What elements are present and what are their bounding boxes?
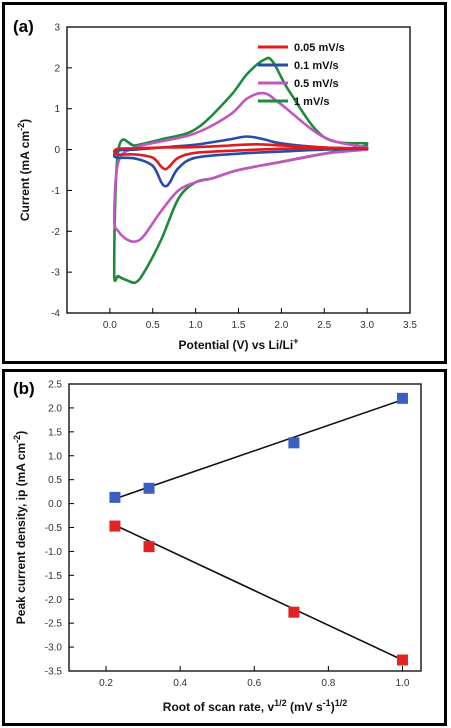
series-line xyxy=(112,143,369,171)
x-axis-title: Potential (V) vs Li/Li+ xyxy=(179,336,299,352)
x-tick-label: 1.0 xyxy=(396,678,410,689)
y-tick-label: 1.5 xyxy=(48,427,62,438)
x-tick-label: 0.2 xyxy=(99,678,113,689)
y-tick-label: -3.5 xyxy=(45,667,63,678)
y-tick-label: 0.0 xyxy=(48,499,62,510)
y-tick-label: -1.5 xyxy=(45,571,63,582)
y-tick-label: -2.0 xyxy=(45,595,63,606)
data-point xyxy=(109,520,121,532)
y-tick-label: -3 xyxy=(51,268,60,279)
series-line xyxy=(112,135,369,188)
y-tick-label: 1 xyxy=(54,104,60,115)
y-tick-label: 0 xyxy=(54,145,60,156)
panel-label: (a) xyxy=(13,17,34,36)
y-tick-label: 2.5 xyxy=(48,380,62,391)
cv-chart: (a) 0.0 0.5 1.0 1.5 2.0 2.5 3.0 3.5 -4 -3 -2 -1 0 1 2 3 P… xyxy=(13,17,417,352)
y-tick-label: -1 xyxy=(51,186,60,197)
y-tick-label: -3.0 xyxy=(45,643,63,654)
x-tick-label: 0.5 xyxy=(146,320,160,331)
legend-label: 0.05 mV/s xyxy=(294,42,345,54)
x-axis-title: Root of scan rate, v1/2 (mV s-1)1/2 xyxy=(163,698,347,714)
legend-label: 0.1 mV/s xyxy=(294,60,339,72)
x-tick-label: 2.5 xyxy=(317,320,331,331)
x-tick-label: 0.4 xyxy=(173,678,187,689)
y-tick-label: -1.0 xyxy=(45,547,63,558)
data-point xyxy=(288,606,300,618)
series-line xyxy=(112,91,369,244)
x-tick-label: 2.0 xyxy=(274,320,288,331)
data-point xyxy=(396,392,408,404)
data-point xyxy=(143,482,155,494)
legend-label: 0.5 mV/s xyxy=(294,78,339,90)
y-tick-label: -2 xyxy=(51,227,60,238)
data-point xyxy=(396,654,408,666)
y-tick-label: -0.5 xyxy=(45,523,63,534)
fit-line xyxy=(114,524,403,661)
data-point xyxy=(288,437,300,449)
x-tick-label: 0.0 xyxy=(103,320,117,331)
x-tick-label: 0.8 xyxy=(321,678,335,689)
legend-label: 1 mV/s xyxy=(294,96,329,108)
fit-line xyxy=(114,399,403,500)
panel-b: (b) 0.2 0.4 0.6 0.8 1.0 -3.5 -3.0 -2.5 -2.0 -1.5 -1… xyxy=(2,369,447,726)
y-tick-label: -4 xyxy=(51,309,60,320)
panel-label: (b) xyxy=(13,379,35,398)
x-tick-label: 3.5 xyxy=(403,320,417,331)
data-point xyxy=(143,541,155,553)
y-axis-title: Peak current density, ip (mA cm-2) xyxy=(12,431,28,624)
peak-current-chart: (b) 0.2 0.4 0.6 0.8 1.0 -3.5 -3.0 -2.5 -2.0 -1.5 -1… xyxy=(12,379,422,714)
y-tick-label: 0.5 xyxy=(48,475,62,486)
y-tick-label: 1.0 xyxy=(48,451,62,462)
y-tick-label: 2.0 xyxy=(48,403,62,414)
y-tick-label: -2.5 xyxy=(45,619,63,630)
y-tick-label: 3 xyxy=(54,23,60,34)
data-point xyxy=(109,491,121,503)
x-tick-label: 3.0 xyxy=(360,320,374,331)
x-tick-label: 0.6 xyxy=(247,678,261,689)
y-axis-title: Current (mA cm-2) xyxy=(16,119,32,221)
x-tick-label: 1.5 xyxy=(232,320,246,331)
x-tick-label: 1.0 xyxy=(189,320,203,331)
panel-a: (a) 0.0 0.5 1.0 1.5 2.0 2.5 3.0 3.5 -4 -3 -2 -1 0 1 2 3 P… xyxy=(2,2,447,364)
y-tick-label: 2 xyxy=(54,63,60,74)
